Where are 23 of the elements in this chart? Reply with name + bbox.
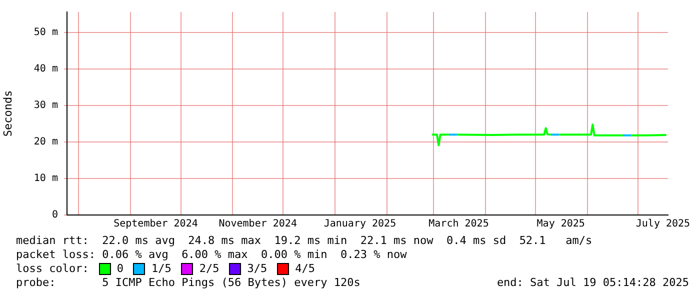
text: end: Sat Jul 19 05:14:28 2025 — [496, 276, 689, 290]
x-tick-label: November 2024 — [218, 218, 297, 230]
y-axis-title: Seconds — [1, 90, 14, 137]
legend-label: 4/5 — [295, 262, 315, 276]
y-tick-label: 0 — [52, 210, 58, 221]
x-tick-label: January 2025 — [324, 218, 396, 230]
y-tick-label: 30 m — [34, 100, 58, 112]
y-tick-label: 20 m — [34, 136, 58, 148]
legend-label: 3/5 — [247, 262, 268, 276]
legend-label: 1/5 — [151, 262, 172, 276]
x-tick-label: July 2025 — [636, 218, 690, 230]
y-tick-label: 50 m — [34, 27, 58, 38]
y-tick-label: 10 m — [34, 173, 58, 184]
legend-label: 2/5 — [199, 262, 220, 276]
x-tick-label: September 2024 — [114, 218, 198, 230]
text: probe: 5 ICMP Echo Pings (56 Bytes) every 120s — [16, 276, 360, 290]
x-tick-label: May 2025 — [536, 218, 585, 230]
text: median rtt: 22.0 ms avg 24.8 ms max 19.2 ms min 22.1 ms now 0.4 ms sd 52.1 am/s — [16, 234, 592, 248]
legend-label: 0 — [116, 262, 124, 276]
y-tick-label: 40 m — [34, 64, 58, 75]
x-tick-label: March 2025 — [428, 218, 489, 230]
legend-title: loss color: — [16, 262, 89, 276]
text: packet loss: 0.06 % avg 6.00 % max 0.00 % min 0.23 % now — [16, 248, 407, 262]
